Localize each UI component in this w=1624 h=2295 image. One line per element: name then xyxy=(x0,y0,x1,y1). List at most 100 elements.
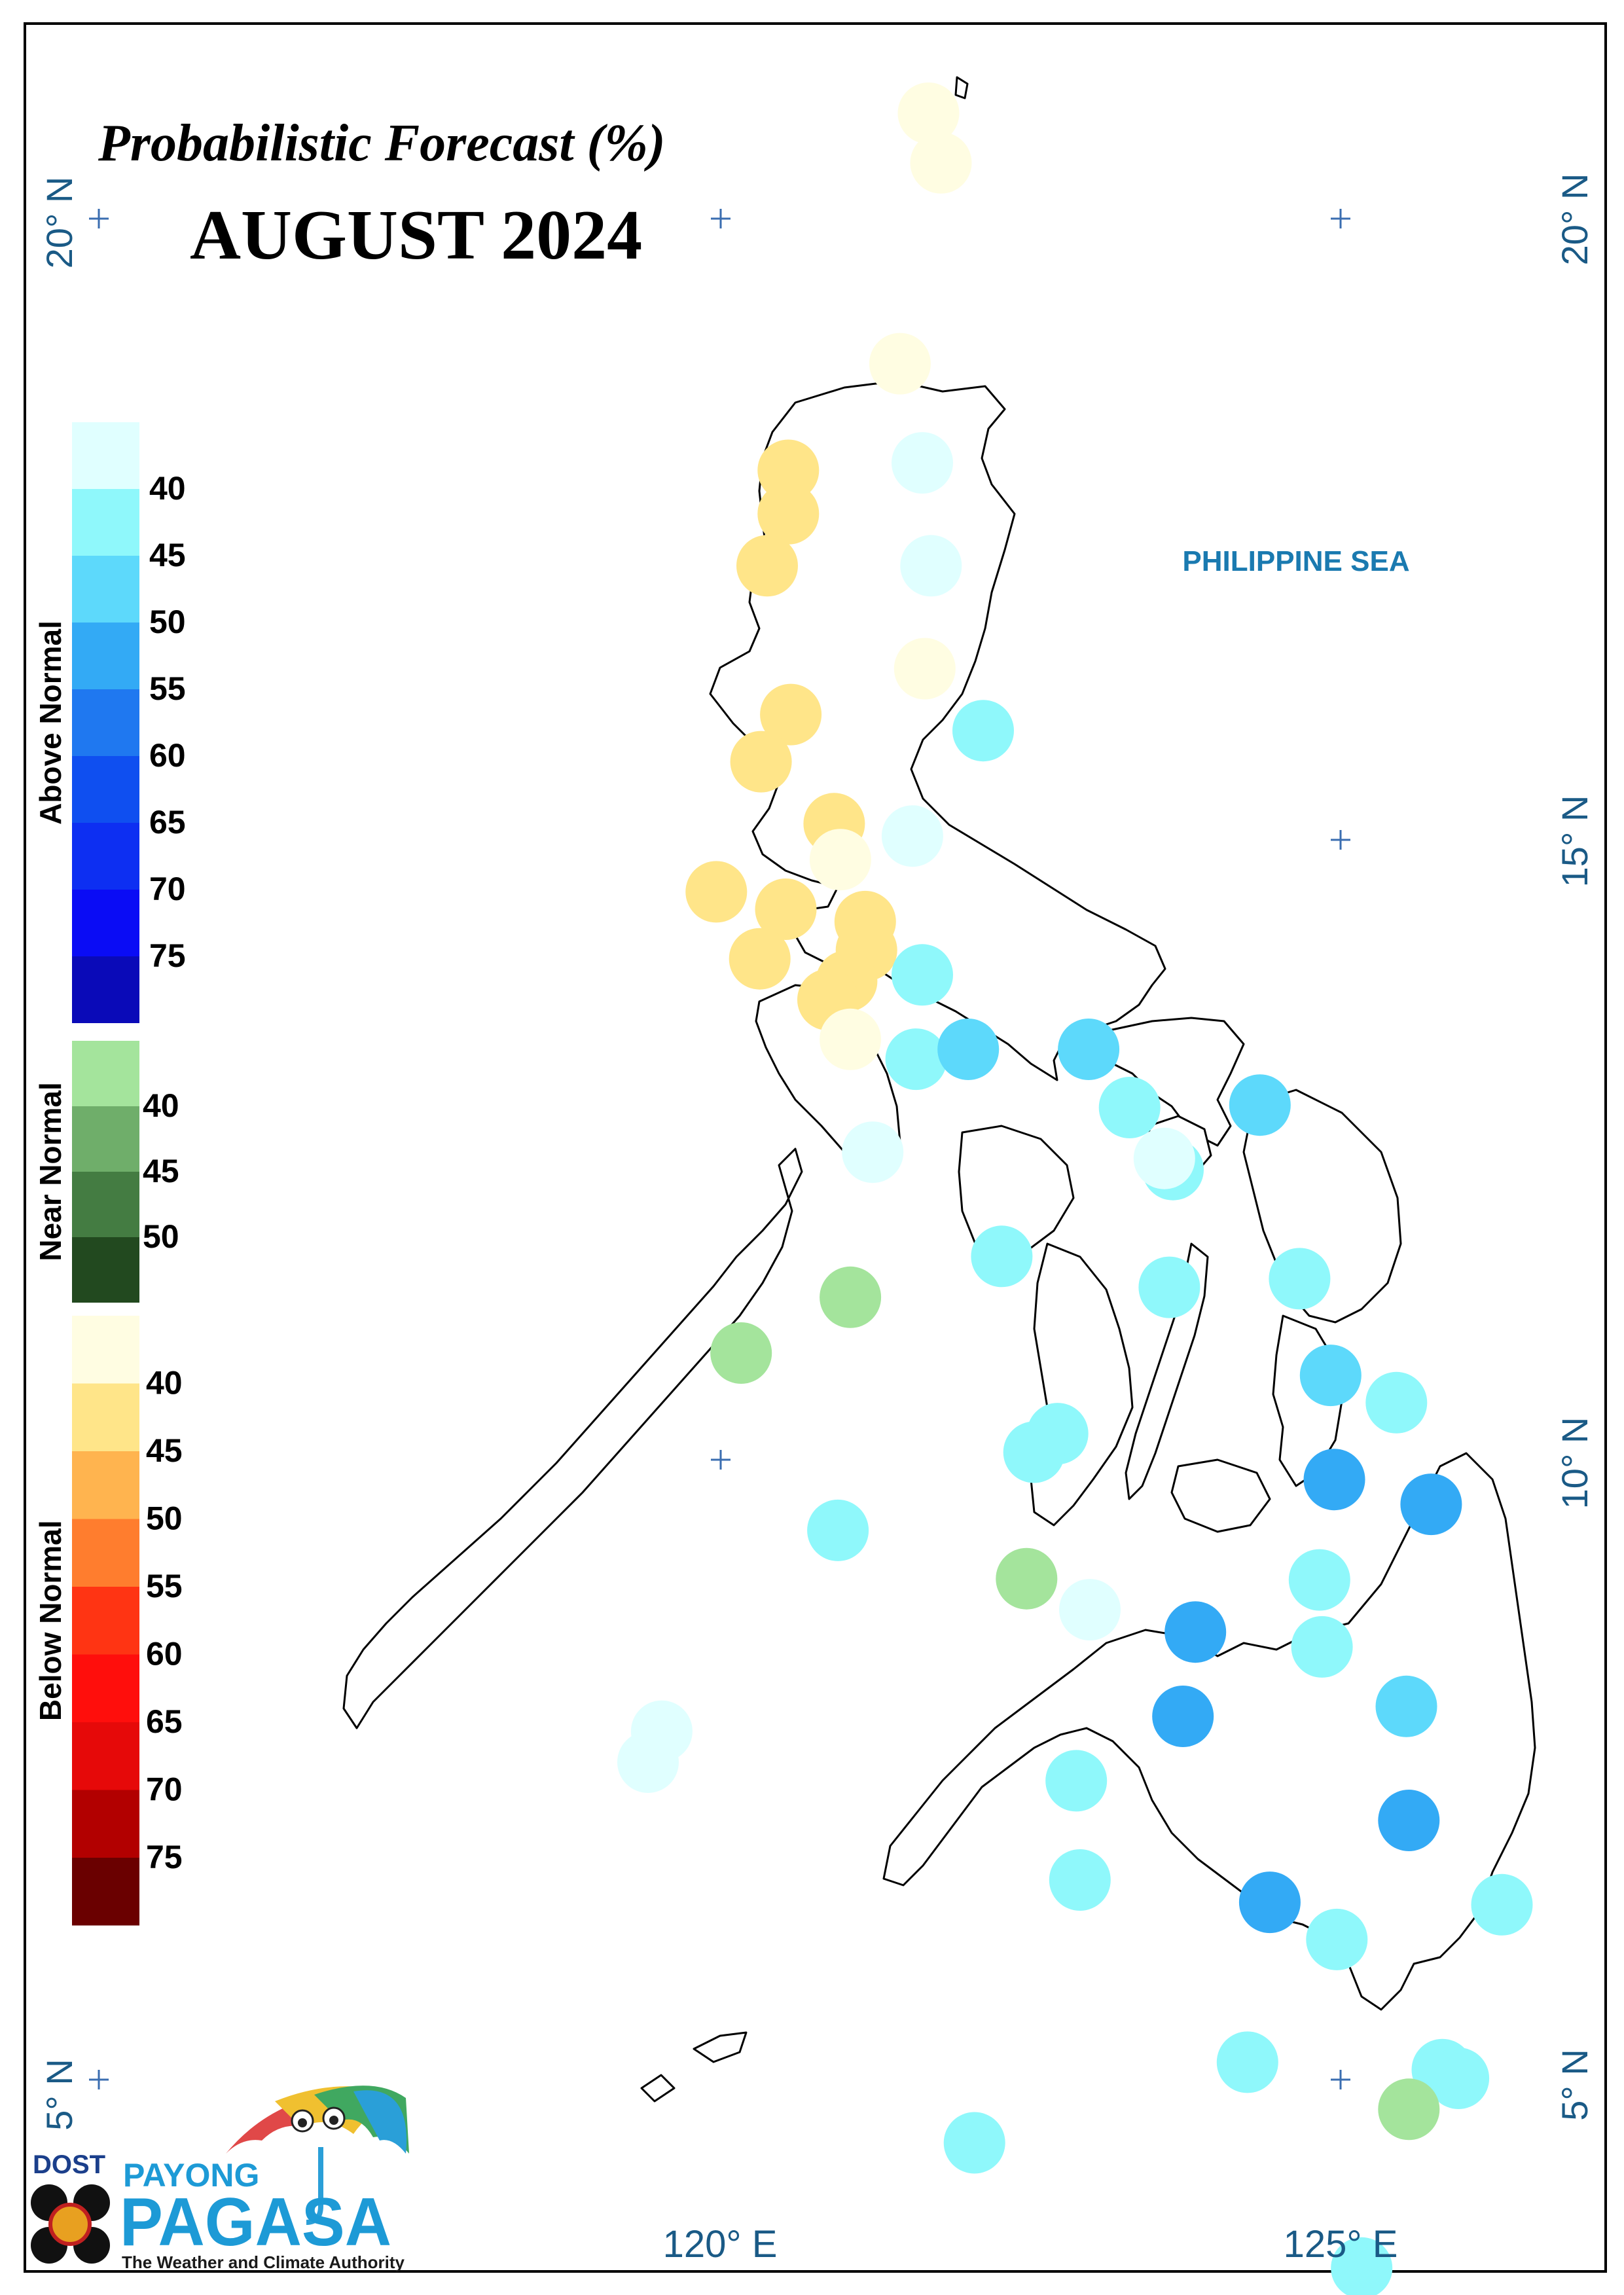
legend-swatch xyxy=(72,756,139,823)
bohol-island xyxy=(1170,1458,1271,1533)
station-marker-above xyxy=(1365,1371,1428,1434)
pagasa-label: PAGASA xyxy=(120,2184,391,2260)
station-marker-above xyxy=(1375,1675,1437,1737)
station-marker-near xyxy=(820,1266,882,1328)
legend-tick-label: 50 xyxy=(149,604,186,640)
legend-tick-label: 50 xyxy=(143,1218,179,1255)
station-marker-above xyxy=(892,944,953,1006)
legend-swatch xyxy=(72,1106,139,1172)
station-marker-below xyxy=(897,82,960,144)
station-marker-above xyxy=(1098,1077,1161,1138)
legend-swatch xyxy=(72,1587,139,1655)
sulu-island xyxy=(693,2031,748,2063)
lon-label: 120° E xyxy=(663,2223,778,2266)
legend-tick-label: 55 xyxy=(149,670,186,707)
legend-tick-label: 45 xyxy=(143,1153,179,1189)
legend: 40 45 50 55 60 65 70 75 Above Normal 40 45 50 Near … xyxy=(33,422,186,1926)
legend-swatch xyxy=(72,1790,139,1858)
grid-cross xyxy=(89,209,109,228)
station-marker-below xyxy=(760,683,822,746)
legend-tick-label: 60 xyxy=(149,737,186,774)
lat-labels-right: 20° N 15° N 10° N 5° N xyxy=(1554,173,1595,2121)
legend-tick-label: 45 xyxy=(146,1432,183,1469)
legend-near-normal: 40 45 50 Near Normal xyxy=(33,1041,179,1303)
legend-tick-label: 45 xyxy=(149,537,186,573)
graticule xyxy=(89,209,1350,2089)
legend-swatch xyxy=(72,1041,139,1106)
station-marker-above xyxy=(885,1028,947,1091)
lat-label: 20° N xyxy=(1554,173,1595,266)
station-marker-above xyxy=(892,432,953,494)
station-marker-above xyxy=(1378,1790,1440,1851)
station-marker-above xyxy=(1003,1421,1065,1483)
station-marker-above xyxy=(1269,1248,1331,1310)
station-marker-below xyxy=(729,928,791,990)
station-marker-below xyxy=(893,638,956,700)
station-marker-below xyxy=(809,829,871,891)
station-marker-above xyxy=(1303,1449,1365,1511)
legend-swatch xyxy=(72,1519,139,1587)
legend-swatch xyxy=(72,422,139,489)
station-marker-above xyxy=(1238,1871,1301,1934)
legend-title: Below Normal xyxy=(33,1520,67,1721)
legend-tick-label: 40 xyxy=(143,1087,179,1124)
station-marker-above xyxy=(842,1121,904,1184)
station-marker-below xyxy=(736,535,798,597)
lat-label: 5° N xyxy=(39,2059,80,2131)
station-marker-above xyxy=(1471,1873,1533,1936)
batanes-island xyxy=(954,76,969,99)
station-marker-below xyxy=(730,731,792,793)
legend-title: Near Normal xyxy=(33,1082,67,1261)
station-marker-above xyxy=(1288,1549,1350,1611)
legend-swatch xyxy=(72,489,139,556)
legend-swatch xyxy=(72,1316,139,1384)
station-marker-above xyxy=(1058,1019,1120,1080)
legend-swatch xyxy=(72,1237,139,1303)
tawi-tawi-island xyxy=(640,2074,676,2103)
legend-swatch xyxy=(72,1722,139,1790)
station-marker-above xyxy=(617,1731,679,1793)
station-marker-near xyxy=(996,1547,1058,1610)
sea-label: PHILIPPINE SEA xyxy=(1182,545,1409,577)
station-marker-near xyxy=(1378,2078,1440,2141)
legend-tick-label: 70 xyxy=(149,871,186,907)
legend-swatch xyxy=(72,823,139,890)
station-marker-above xyxy=(1331,2237,1393,2295)
station-marker-above xyxy=(1133,1127,1195,1189)
grid-cross xyxy=(1331,830,1350,850)
panay-island xyxy=(958,1125,1075,1258)
station-marker-below xyxy=(910,132,972,194)
title-line-2: AUGUST 2024 xyxy=(190,196,642,274)
station-marker-above xyxy=(937,1019,1000,1080)
station-marker-above xyxy=(807,1499,869,1561)
legend-swatch xyxy=(72,1654,139,1722)
forecast-stations xyxy=(617,82,1533,2295)
legend-tick-label: 50 xyxy=(146,1500,183,1537)
station-marker-above xyxy=(1138,1256,1200,1318)
legend-swatch xyxy=(72,956,139,1023)
lat-label: 10° N xyxy=(1554,1417,1595,1509)
grid-cross xyxy=(1331,209,1350,228)
legend-swatch xyxy=(72,623,139,689)
legend-tick-label: 65 xyxy=(149,804,186,840)
legend-swatch xyxy=(72,1172,139,1237)
legend-tick-label: 40 xyxy=(146,1365,183,1401)
lat-label: 15° N xyxy=(1554,795,1595,888)
station-marker-above xyxy=(1229,1074,1291,1136)
station-marker-below xyxy=(757,482,820,545)
luzon-island xyxy=(709,380,1166,1081)
pagasa-logo: DOST PAYONG PAGASA The Weather and Clima… xyxy=(31,2086,409,2272)
lat-labels-left: 20° N 5° N xyxy=(39,177,80,2131)
lat-label: 20° N xyxy=(39,177,80,269)
grid-cross xyxy=(89,2070,109,2089)
payong-label: PAYONG xyxy=(123,2157,259,2194)
station-marker-above xyxy=(900,535,962,597)
station-marker-above xyxy=(1291,1616,1353,1678)
station-marker-above xyxy=(1045,1750,1108,1812)
legend-tick-label: 40 xyxy=(149,470,186,507)
station-marker-above xyxy=(952,700,1014,762)
lon-labels: 120° E 125° E xyxy=(663,2223,1398,2266)
grid-cross xyxy=(711,209,731,228)
legend-below-normal: 40 45 50 55 60 65 70 75 Below Normal xyxy=(33,1316,183,1926)
